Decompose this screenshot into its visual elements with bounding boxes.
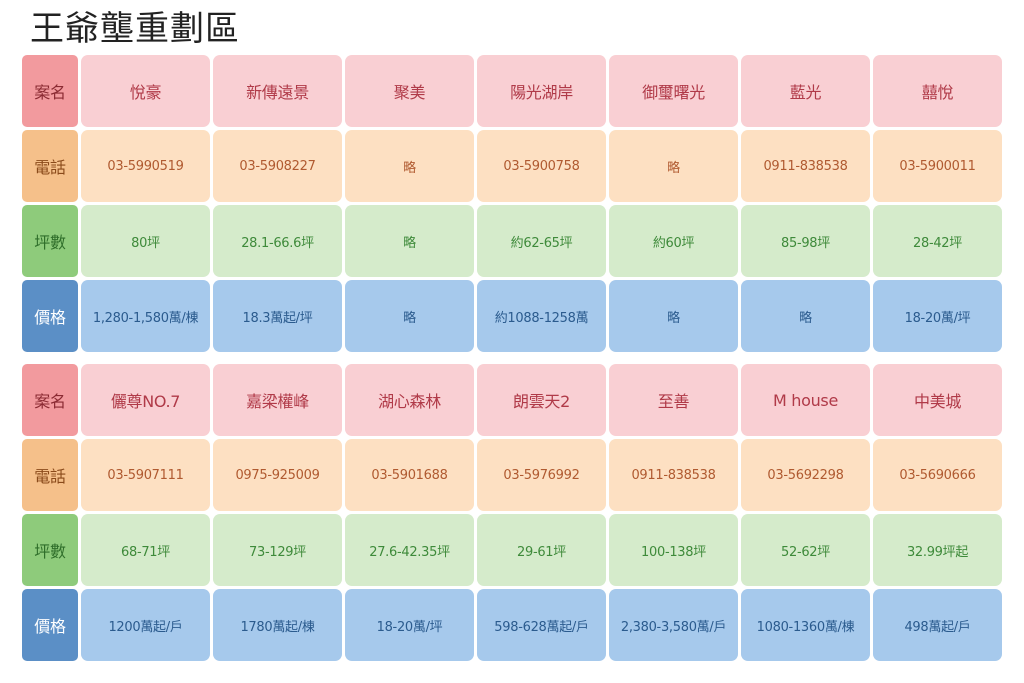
price-cell: 約1088-1258萬	[477, 280, 606, 352]
price-cell: 598-628萬起/戶	[477, 589, 606, 661]
size-cell: 85-98坪	[741, 205, 870, 277]
project-name: 御璽曙光	[609, 55, 738, 127]
size-cell: 29-61坪	[477, 514, 606, 586]
phone-cell: 03-5900758	[477, 130, 606, 202]
project-name: 至善	[609, 364, 738, 436]
size-cell: 73-129坪	[213, 514, 342, 586]
size-cell: 80坪	[81, 205, 210, 277]
price-cell: 498萬起/戶	[873, 589, 1002, 661]
page-title: 王爺壟重劃區	[30, 9, 240, 49]
project-name: 陽光湖岸	[477, 55, 606, 127]
project-name: 囍悅	[873, 55, 1002, 127]
size-cell: 28.1-66.6坪	[213, 205, 342, 277]
size-cell: 略	[345, 205, 474, 277]
phone-cell: 03-5900011	[873, 130, 1002, 202]
price-cell: 略	[741, 280, 870, 352]
project-name: 嘉梁權峰	[213, 364, 342, 436]
row-header-price: 價格	[22, 589, 78, 661]
price-cell: 1200萬起/戶	[81, 589, 210, 661]
listing-table-2: 案名 儷尊NO.7 嘉梁權峰 湖心森林 朗雲天2 至善 M house 中美城 …	[22, 364, 1002, 661]
size-cell: 68-71坪	[81, 514, 210, 586]
project-name: 藍光	[741, 55, 870, 127]
project-name: 湖心森林	[345, 364, 474, 436]
row-header-phone: 電話	[22, 439, 78, 511]
listing-table-1: 案名 悅豪 新傳遠景 聚美 陽光湖岸 御璽曙光 藍光 囍悅 電話 03-5990…	[22, 55, 1002, 352]
project-name: M house	[741, 364, 870, 436]
project-name: 中美城	[873, 364, 1002, 436]
size-cell: 28-42坪	[873, 205, 1002, 277]
size-cell: 約60坪	[609, 205, 738, 277]
phone-cell: 03-5690666	[873, 439, 1002, 511]
price-cell: 18.3萬起/坪	[213, 280, 342, 352]
phone-cell: 03-5990519	[81, 130, 210, 202]
phone-cell: 略	[609, 130, 738, 202]
project-name: 新傳遠景	[213, 55, 342, 127]
row-header-phone: 電話	[22, 130, 78, 202]
project-name: 悅豪	[81, 55, 210, 127]
phone-cell: 0911-838538	[609, 439, 738, 511]
row-header-price: 價格	[22, 280, 78, 352]
row-header-name: 案名	[22, 55, 78, 127]
size-cell: 27.6-42.35坪	[345, 514, 474, 586]
price-cell: 略	[345, 280, 474, 352]
price-cell: 2,380-3,580萬/戶	[609, 589, 738, 661]
phone-cell: 03-5901688	[345, 439, 474, 511]
phone-cell: 03-5907111	[81, 439, 210, 511]
phone-cell: 0975-925009	[213, 439, 342, 511]
row-header-size: 坪數	[22, 205, 78, 277]
phone-cell: 略	[345, 130, 474, 202]
size-cell: 100-138坪	[609, 514, 738, 586]
price-cell: 略	[609, 280, 738, 352]
project-name: 聚美	[345, 55, 474, 127]
project-name: 儷尊NO.7	[81, 364, 210, 436]
row-header-size: 坪數	[22, 514, 78, 586]
phone-cell: 03-5976992	[477, 439, 606, 511]
phone-cell: 03-5692298	[741, 439, 870, 511]
size-cell: 約62-65坪	[477, 205, 606, 277]
size-cell: 32.99坪起	[873, 514, 1002, 586]
project-name: 朗雲天2	[477, 364, 606, 436]
price-cell: 18-20萬/坪	[345, 589, 474, 661]
phone-cell: 0911-838538	[741, 130, 870, 202]
price-cell: 1,280-1,580萬/棟	[81, 280, 210, 352]
size-cell: 52-62坪	[741, 514, 870, 586]
row-header-name: 案名	[22, 364, 78, 436]
price-cell: 18-20萬/坪	[873, 280, 1002, 352]
phone-cell: 03-5908227	[213, 130, 342, 202]
price-cell: 1780萬起/棟	[213, 589, 342, 661]
price-cell: 1080-1360萬/棟	[741, 589, 870, 661]
